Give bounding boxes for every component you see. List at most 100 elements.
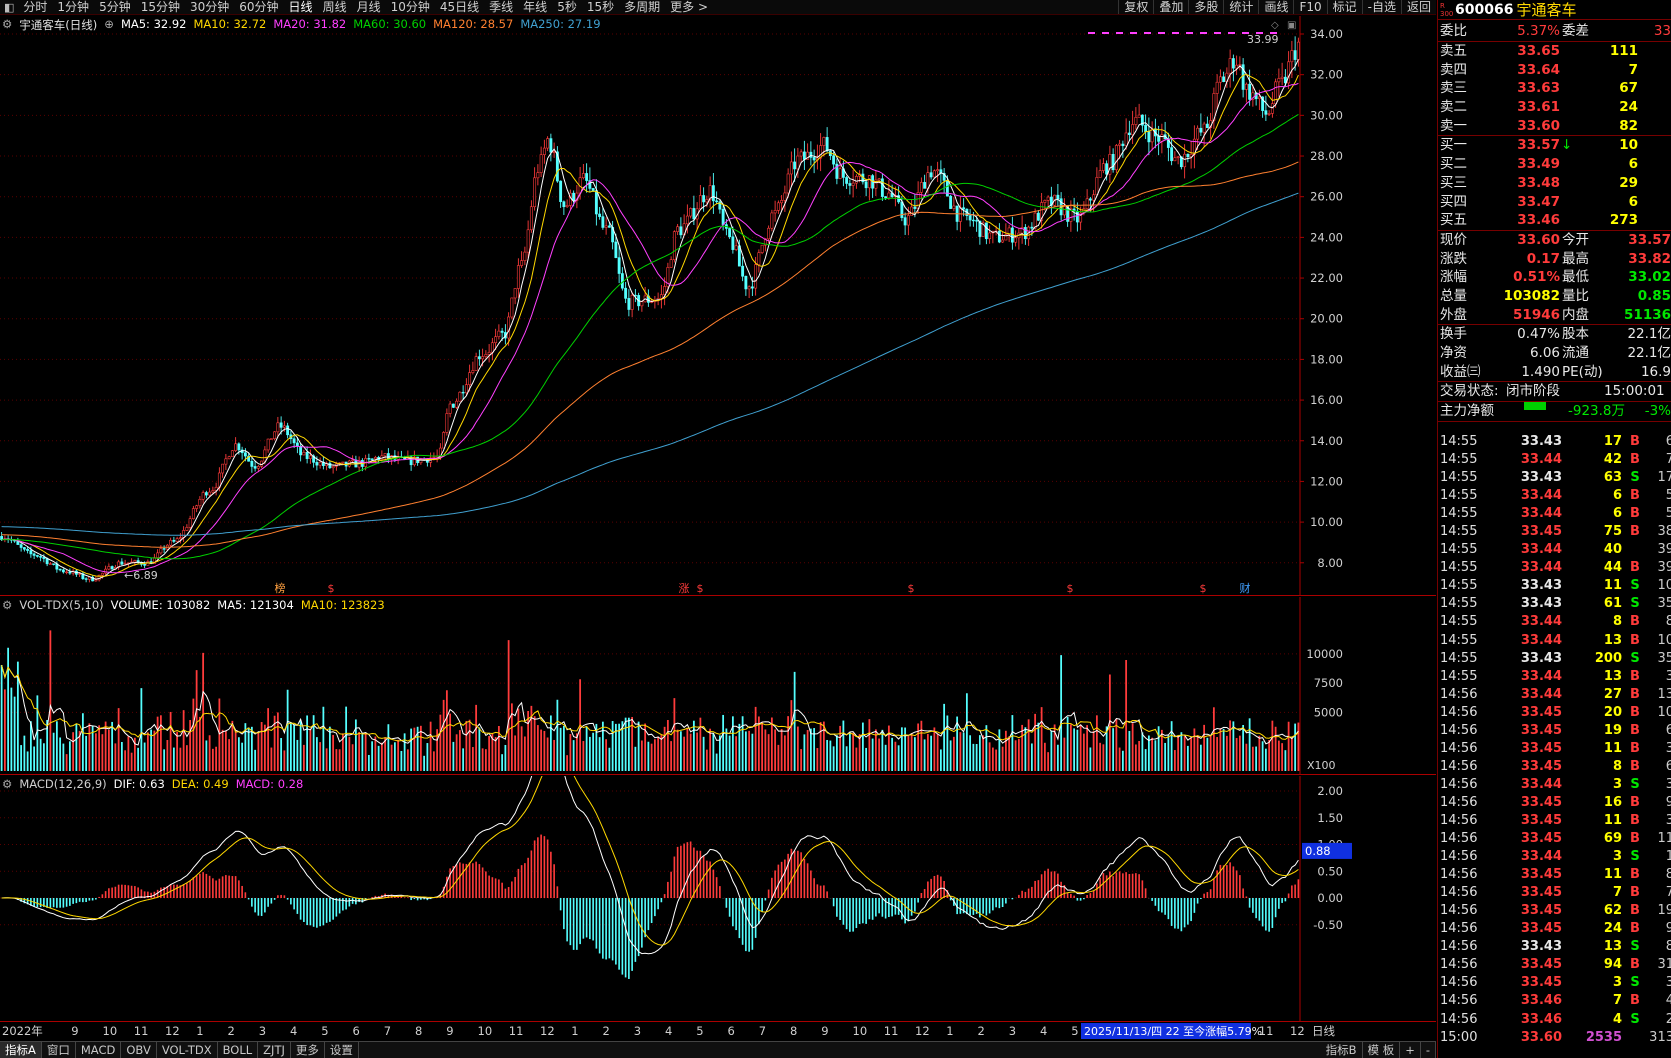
ask-row[interactable]: 卖二 33.61 24 — [1438, 98, 1671, 117]
ask-row[interactable]: 卖一 33.60 82 — [1438, 117, 1671, 136]
event-marker[interactable]: 涨 — [679, 582, 690, 595]
template-button[interactable]: 指标B — [1321, 1042, 1363, 1058]
tick-row[interactable]: 14:56 33.45 11 B 3 — [1438, 740, 1671, 758]
indicator-tab[interactable]: 设置 — [325, 1042, 359, 1058]
tool-button[interactable]: 画线 — [1258, 0, 1293, 14]
period-tab[interactable]: 60分钟 — [239, 0, 279, 14]
tool-button[interactable]: -自选 — [1361, 0, 1401, 14]
tick-row[interactable]: 14:55 33.44 40 39 — [1438, 541, 1671, 559]
tick-row[interactable]: 14:55 33.43 63 S 17 — [1438, 469, 1671, 487]
tool-button[interactable]: 复权 — [1118, 0, 1153, 14]
tick-row[interactable]: 14:56 33.45 69 B 11 — [1438, 830, 1671, 848]
tick-row[interactable]: 14:56 33.45 19 B 6 — [1438, 722, 1671, 740]
period-label[interactable]: 日线 — [1312, 1024, 1335, 1038]
tick-row[interactable]: 14:55 33.44 13 B 3 — [1438, 668, 1671, 686]
tick-row[interactable]: 14:55 33.43 61 S 35 — [1438, 595, 1671, 613]
indicator-tab[interactable]: 更多 — [291, 1042, 325, 1058]
tick-row[interactable]: 14:55 33.44 42 B 7 — [1438, 451, 1671, 469]
period-tab[interactable]: 5秒 — [557, 0, 577, 14]
tick-row[interactable]: 14:56 33.45 16 B 9 — [1438, 794, 1671, 812]
tick-row[interactable]: 14:55 33.44 6 B 5 — [1438, 505, 1671, 523]
tick-row[interactable]: 14:55 33.44 6 B 5 — [1438, 487, 1671, 505]
indicator-tab[interactable]: ZJTJ — [258, 1042, 291, 1058]
indicator-tab[interactable]: 窗口 — [42, 1042, 76, 1058]
event-marker[interactable]: $ — [1200, 582, 1207, 595]
tick-row[interactable]: 14:56 33.45 24 B 9 — [1438, 920, 1671, 938]
range-highlight[interactable]: 2025/11/13/四 22 至今涨幅5.79% — [1084, 1024, 1262, 1038]
indicator-tab[interactable]: MACD — [76, 1042, 122, 1058]
period-tab[interactable]: 周线 — [322, 0, 347, 14]
tool-button[interactable]: 统计 — [1223, 0, 1258, 14]
tick-row[interactable]: 14:56 33.45 8 B 6 — [1438, 758, 1671, 776]
tick-row[interactable]: 14:56 33.45 62 B 19 — [1438, 902, 1671, 920]
stock-name[interactable]: 宇通客车 — [1516, 1, 1577, 19]
tick-row[interactable]: 14:55 33.44 13 B 10 — [1438, 632, 1671, 650]
bid-row[interactable]: 买四 33.47 6 — [1438, 193, 1671, 212]
ask-row[interactable]: 卖五 33.65 111 — [1438, 42, 1671, 61]
tick-row[interactable]: 14:56 33.45 3 S 3 — [1438, 974, 1671, 992]
maximize-icon[interactable]: ▣ — [1287, 20, 1296, 31]
period-tab[interactable]: 15分钟 — [140, 0, 180, 14]
tick-row[interactable]: 14:56 33.45 20 B 10 — [1438, 704, 1671, 722]
tick-row[interactable]: 14:56 33.45 7 B 7 — [1438, 884, 1671, 902]
tick-row[interactable]: 14:56 33.44 3 S 3 — [1438, 776, 1671, 794]
event-marker[interactable]: $ — [697, 582, 704, 595]
candlestick-chart[interactable]: 34.00 32.00 30.00 28.00 26.00 24.00 22.00 20.00… — [0, 16, 1436, 596]
ask-row[interactable]: 卖四 33.64 7 — [1438, 61, 1671, 80]
event-marker[interactable]: 榜 — [275, 581, 286, 595]
settings-icon[interactable]: ⚙ — [2, 598, 13, 612]
tick-row[interactable]: 14:55 33.43 17 B 6 — [1438, 433, 1671, 451]
bid-row[interactable]: 买一 33.57 ↓ 10 — [1438, 136, 1671, 155]
period-tab[interactable]: 季线 — [489, 0, 514, 14]
event-marker[interactable]: 财 — [1240, 581, 1251, 595]
period-tab[interactable]: 分时 — [23, 0, 48, 14]
macd-chart[interactable]: 2.001.501.000.500.00-0.500.88 — [0, 776, 1436, 1021]
bid-row[interactable]: 买三 33.48 29 — [1438, 174, 1671, 193]
tick-row[interactable]: 14:55 33.44 44 B 39 — [1438, 559, 1671, 577]
period-tab[interactable]: 5分钟 — [99, 0, 131, 14]
collapse-icon[interactable]: ◧ — [4, 0, 15, 14]
event-marker[interactable]: $ — [328, 582, 335, 595]
indicator-tab[interactable]: 指标A — [0, 1042, 42, 1058]
tick-row[interactable]: 14:55 33.43 11 S 10 — [1438, 577, 1671, 595]
indicator-tab[interactable]: OBV — [121, 1042, 157, 1058]
settings-icon[interactable]: ⚙ — [2, 17, 13, 31]
period-tab[interactable]: 30分钟 — [189, 0, 230, 14]
event-marker[interactable]: $ — [908, 582, 915, 595]
tick-row[interactable]: 15:00 33.60 2535 313 — [1438, 1029, 1671, 1047]
ask-row[interactable]: 卖三 33.63 67 — [1438, 79, 1671, 98]
diamond-icon[interactable]: ◇ — [1271, 20, 1279, 31]
period-tab[interactable]: 年线 — [523, 0, 548, 14]
period-tab[interactable]: 15秒 — [586, 0, 615, 14]
period-tab[interactable]: 1分钟 — [57, 0, 90, 14]
tick-row[interactable]: 14:56 33.45 11 B 8 — [1438, 866, 1671, 884]
tool-button[interactable]: 标记 — [1326, 0, 1362, 14]
period-tab[interactable]: 月线 — [356, 0, 381, 14]
tick-row[interactable]: 14:56 33.45 94 B 31 — [1438, 956, 1671, 974]
period-tab[interactable]: 多周期 — [624, 0, 661, 14]
indicator-tab[interactable]: BOLL — [218, 1042, 259, 1058]
tick-row[interactable]: 14:55 33.44 8 B 8 — [1438, 613, 1671, 631]
period-tab[interactable]: 更多 > — [670, 0, 708, 14]
template-button[interactable]: 模 板 — [1363, 1042, 1401, 1058]
tool-button[interactable]: 返回 — [1400, 0, 1436, 14]
tick-list[interactable]: 14:55 33.43 17 B 6 14:55 33.44 42 B 7 14:55 33.43 63… — [1438, 433, 1671, 1047]
bid-row[interactable]: 买二 33.49 6 — [1438, 155, 1671, 174]
template-button[interactable]: - — [1421, 1042, 1436, 1058]
period-tab[interactable]: 45日线 — [439, 0, 480, 14]
tool-button[interactable]: 多股 — [1188, 0, 1223, 14]
tool-button[interactable]: 叠加 — [1153, 0, 1188, 14]
indicator-tab[interactable]: VOL-TDX — [157, 1042, 218, 1058]
tick-row[interactable]: 14:56 33.43 13 S 8 — [1438, 938, 1671, 956]
template-button[interactable]: + — [1400, 1042, 1421, 1058]
tick-row[interactable]: 14:55 33.45 75 B 38 — [1438, 523, 1671, 541]
tool-button[interactable]: F10 — [1293, 0, 1326, 14]
tick-row[interactable]: 14:56 33.44 27 B 13 — [1438, 686, 1671, 704]
settings-icon[interactable]: ⚙ — [2, 777, 13, 791]
tick-row[interactable]: 14:56 33.45 11 B 3 — [1438, 812, 1671, 830]
bid-row[interactable]: 买五 33.46 273 — [1438, 211, 1671, 230]
event-marker[interactable]: $ — [1067, 582, 1074, 595]
tick-row[interactable]: 14:56 33.46 4 S 2 — [1438, 1011, 1671, 1029]
period-tab[interactable]: 日线 — [288, 0, 313, 14]
tick-row[interactable]: 14:55 33.43 200 S 35 — [1438, 650, 1671, 668]
